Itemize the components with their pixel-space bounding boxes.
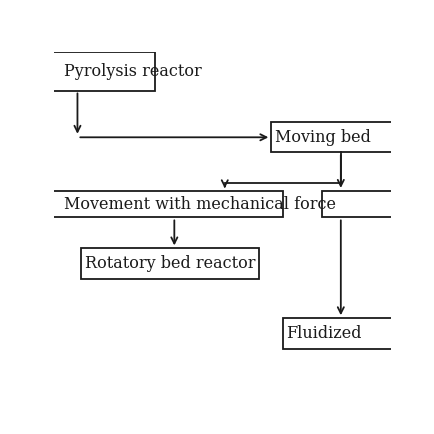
Bar bbox=[271, 122, 408, 152]
Bar bbox=[283, 318, 408, 349]
Bar bbox=[37, 52, 155, 91]
Text: Fluidized: Fluidized bbox=[286, 325, 362, 342]
Bar bbox=[81, 248, 260, 279]
Text: Moving bed: Moving bed bbox=[275, 129, 371, 146]
Bar bbox=[322, 191, 408, 217]
Text: Rotatory bed reactor: Rotatory bed reactor bbox=[85, 255, 255, 272]
Bar bbox=[44, 191, 283, 217]
Text: Pyrolysis reactor: Pyrolysis reactor bbox=[64, 63, 202, 80]
Text: Movement with mechanical force: Movement with mechanical force bbox=[64, 196, 336, 213]
